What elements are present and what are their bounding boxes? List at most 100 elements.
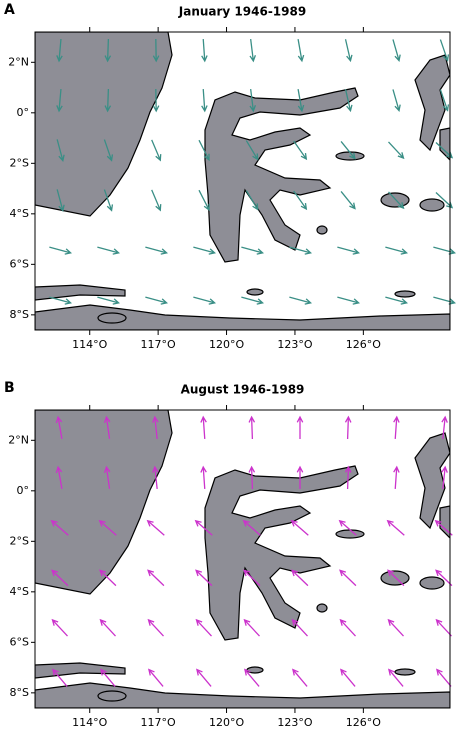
wind-arrow	[99, 569, 117, 587]
x-tick-label: 114°O	[72, 338, 107, 351]
panel-title: August 1946-1989	[181, 383, 305, 397]
wind-arrow	[297, 89, 305, 113]
wind-arrow	[146, 519, 165, 536]
y-tick-label: 0°	[17, 106, 30, 119]
map-frame	[34, 31, 451, 331]
panel-title: January 1946-1989	[178, 5, 306, 19]
wind-arrow	[291, 569, 309, 587]
wind-arrow	[194, 519, 213, 536]
wind-arrow	[196, 668, 212, 687]
wind-arrow	[441, 465, 448, 490]
y-tick-label: 6°S	[10, 635, 29, 648]
wind-arrow	[201, 88, 208, 113]
y-tick-label: 2°N	[8, 433, 29, 446]
wind-arrow	[296, 465, 304, 489]
wind-arrow	[193, 246, 217, 255]
wind-arrow	[151, 139, 162, 162]
wind-arrow	[152, 88, 160, 113]
x-tick-label: 117°O	[141, 338, 176, 351]
wind-arrow	[147, 569, 165, 587]
wind-arrow	[291, 618, 308, 637]
wind-arrow	[56, 139, 65, 163]
y-tick-label: 8°S	[10, 686, 29, 699]
wind-arrow	[200, 415, 207, 440]
wind-arrow	[249, 89, 257, 113]
y-tick-label: 2°S	[10, 534, 29, 547]
wind-arrow	[337, 246, 361, 255]
wind-arrow	[152, 415, 159, 440]
wind-arrow	[97, 296, 121, 305]
wind-arrow	[393, 465, 400, 490]
wind-arrow	[152, 465, 159, 490]
wind-arrow	[195, 618, 212, 637]
wind-arrow	[51, 569, 69, 587]
wind-arrow	[103, 189, 114, 212]
wind-arrow	[340, 141, 356, 160]
wind-arrow	[337, 296, 361, 305]
wind-arrow	[242, 519, 261, 536]
wind-arrow	[386, 519, 405, 536]
wind-arrow	[56, 38, 63, 63]
wind-arrow	[245, 140, 259, 161]
land	[35, 32, 450, 330]
wind-arrow	[387, 569, 405, 587]
wind-arrow	[104, 38, 112, 63]
wind-arrow	[344, 89, 353, 113]
wind-arrow	[439, 89, 450, 112]
wind-arrow	[339, 569, 357, 587]
wind-arrow	[289, 296, 313, 305]
wind-arrow	[441, 415, 448, 440]
wind-arrow	[241, 296, 265, 305]
wind-arrow	[55, 465, 63, 489]
y-tick-label: 2°S	[10, 156, 29, 169]
x-tick-label: 120°O	[209, 338, 244, 351]
wind-arrow	[103, 415, 111, 439]
x-tick-label: 123°O	[277, 716, 312, 729]
wind-arrow	[339, 618, 356, 637]
wind-arrow	[340, 668, 356, 687]
wind-arrow	[198, 139, 210, 162]
map-frame	[34, 409, 451, 709]
wind-arrow	[97, 246, 121, 255]
wind-arrow	[243, 618, 260, 637]
wind-arrow	[151, 189, 162, 212]
wind-arrow	[340, 191, 356, 210]
wind-arrow	[289, 246, 313, 255]
wind-arrow	[388, 141, 405, 160]
wind-arrow	[55, 415, 63, 439]
wind-arrow	[244, 668, 260, 687]
wind-arrow	[148, 668, 164, 687]
map-panel: A January 1946-1989 114°O 117°O 120°O 123°O 12…	[4, 2, 457, 351]
wind-arrow	[98, 519, 117, 536]
wind-arrow	[245, 190, 259, 211]
wind-arrow	[292, 668, 308, 687]
wind-arrow	[49, 296, 73, 305]
wind-arrow	[99, 618, 116, 637]
wind-arrow	[385, 296, 409, 305]
wind-arrow	[201, 38, 208, 63]
land	[35, 410, 450, 708]
x-tick-label: 126°O	[346, 338, 381, 351]
wind-arrow	[439, 39, 450, 62]
wind-arrow	[433, 296, 457, 305]
wind-arrow	[248, 415, 256, 440]
y-tick-label: 6°S	[10, 257, 29, 270]
wind-arrow	[388, 668, 404, 687]
wind-arrow	[241, 246, 265, 255]
y-tick-label: 8°S	[10, 308, 29, 321]
wind-arrow	[435, 569, 453, 587]
wind-arrow	[243, 569, 261, 587]
x-tick-label: 123°O	[277, 338, 312, 351]
wind-arrow	[152, 38, 160, 63]
panel-label: A	[4, 2, 15, 18]
wind-arrow	[433, 246, 457, 255]
wind-arrow	[103, 465, 111, 489]
wind-arrow	[103, 139, 114, 162]
map-panel: B August 1946-1989 114°O 117°O 120°O 123°O 126…	[4, 380, 453, 729]
wind-arrow	[52, 668, 68, 687]
x-tick-label: 114°O	[72, 716, 107, 729]
wind-arrow	[344, 465, 352, 490]
x-tick-label: 120°O	[209, 716, 244, 729]
wind-arrow	[392, 39, 401, 62]
